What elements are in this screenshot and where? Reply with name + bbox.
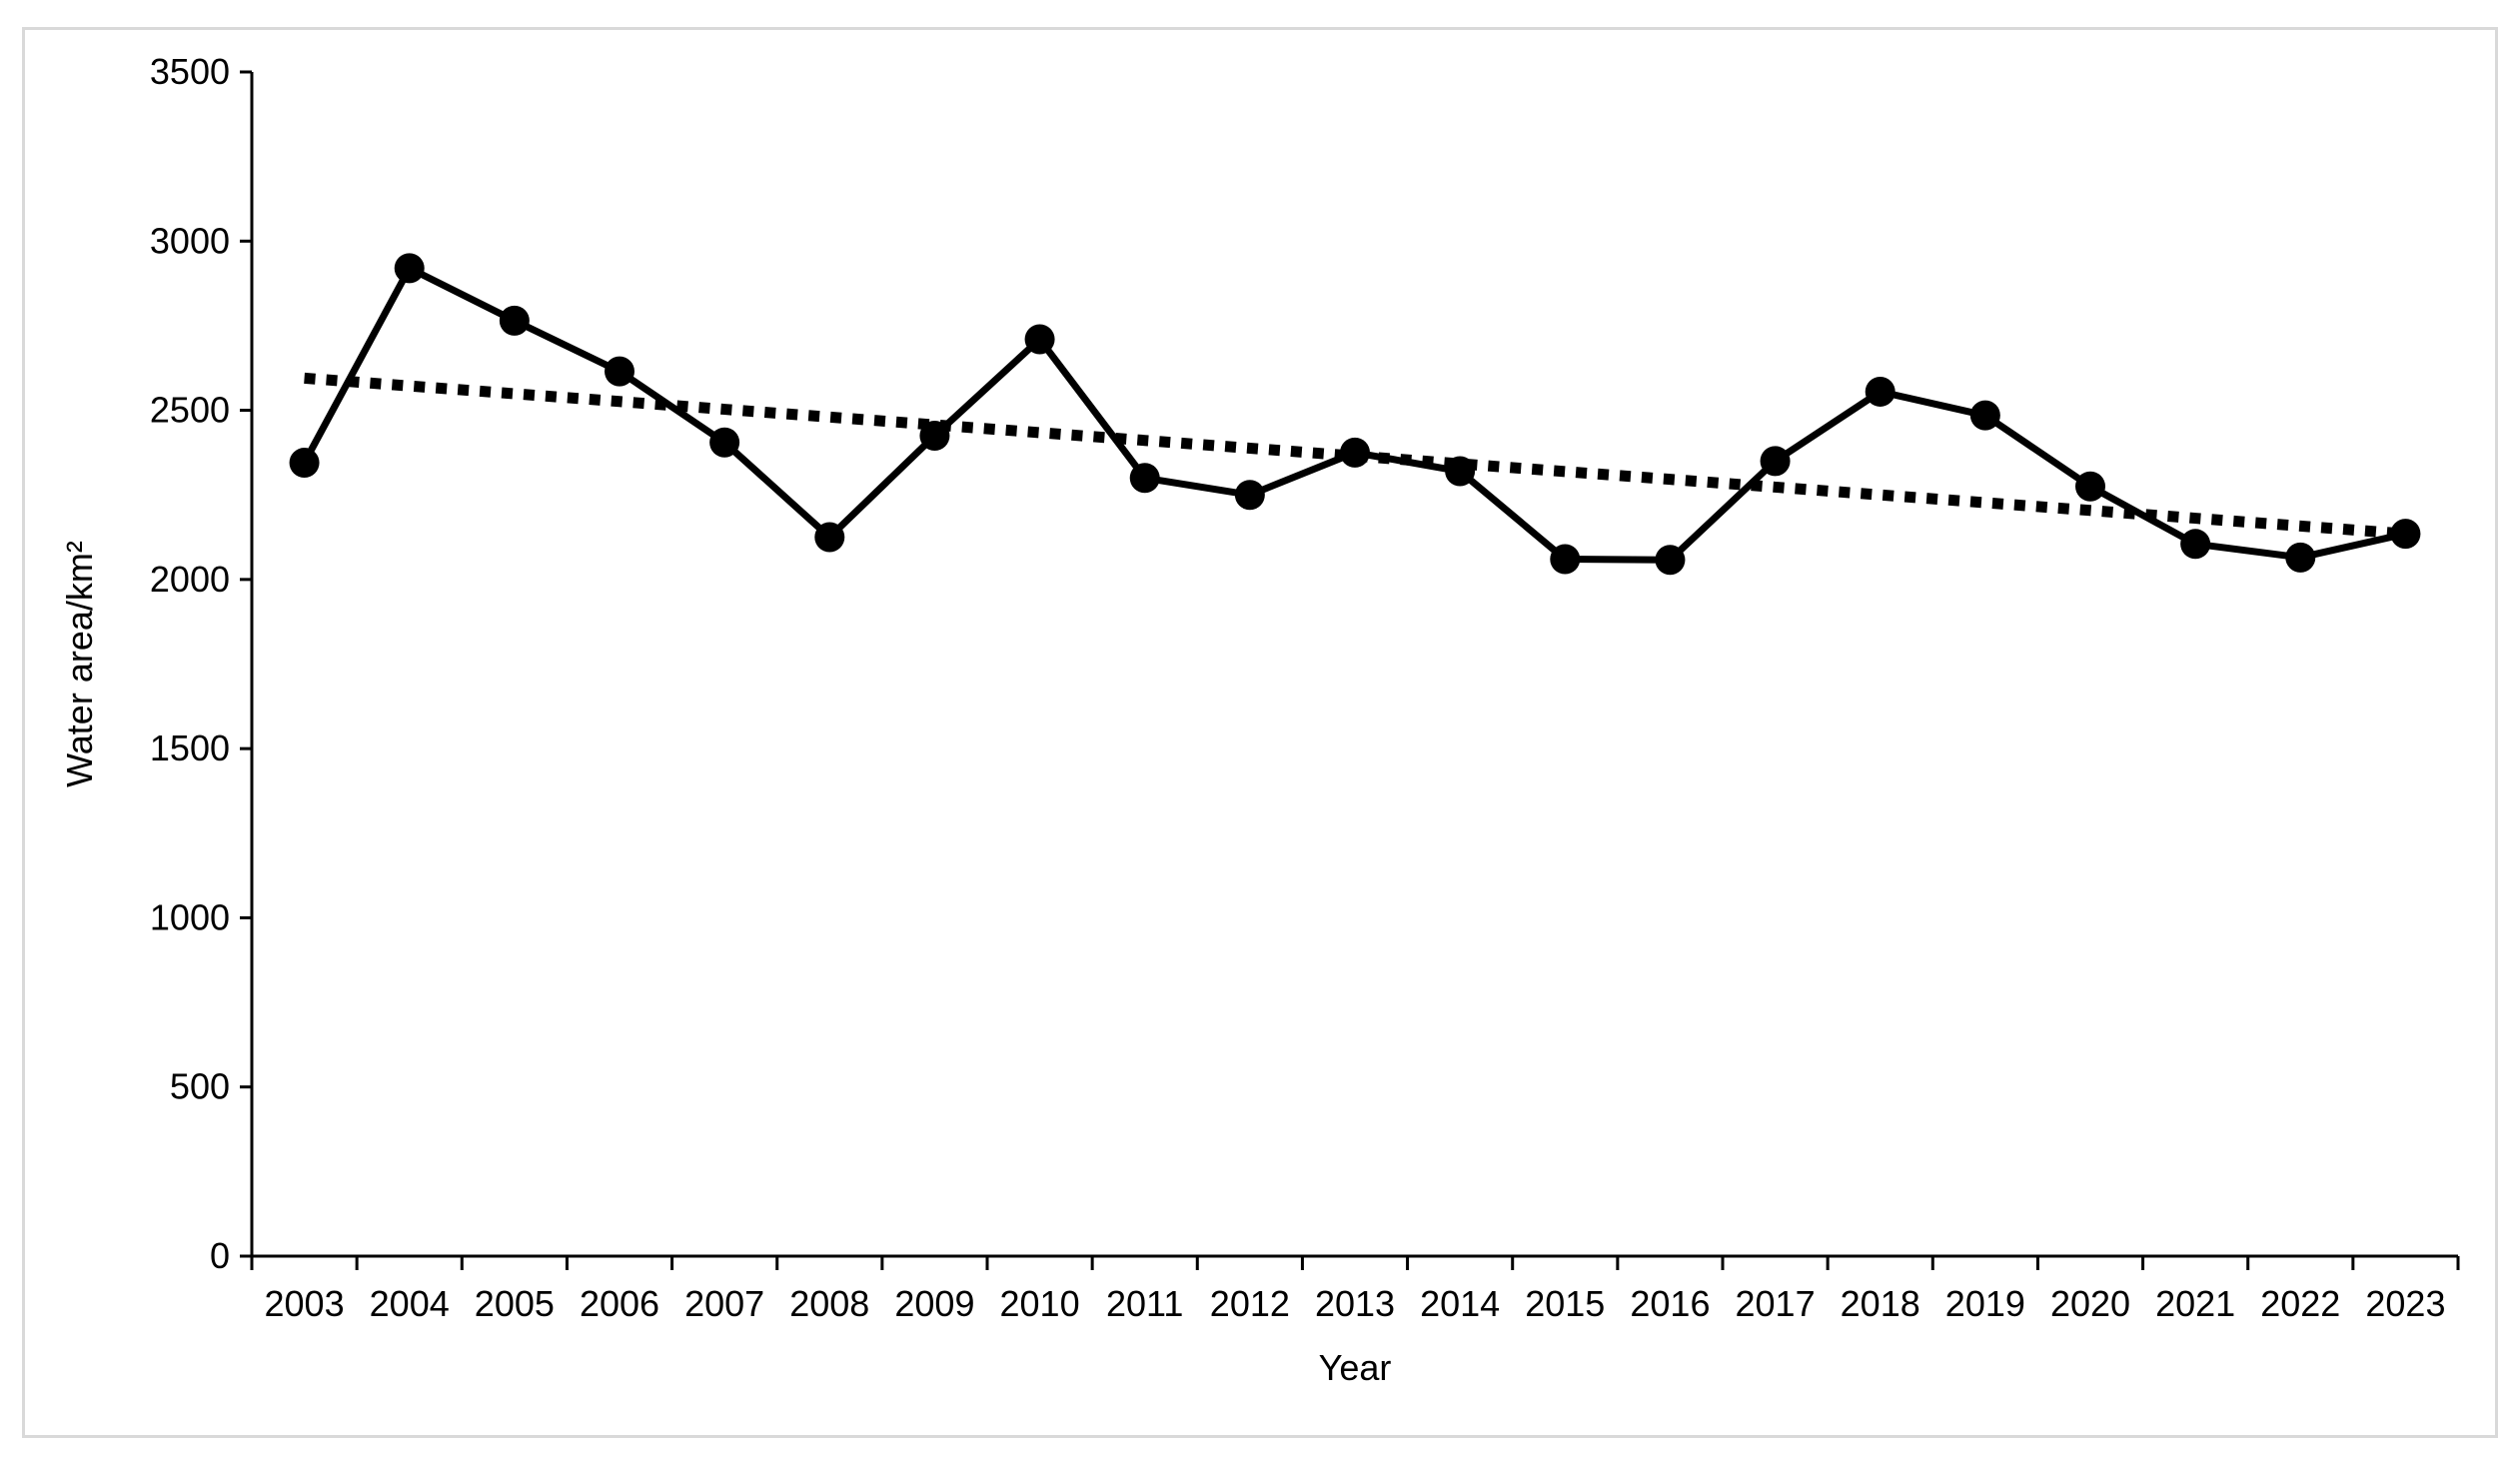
data-point-2018 [1865,376,1895,407]
x-tick-label: 2017 [1736,1283,1816,1324]
x-axis-title: Year [1319,1347,1392,1388]
x-tick-label: 2011 [1106,1283,1183,1324]
data-point-2008 [814,522,845,553]
data-point-2023 [2390,519,2421,550]
data-point-2010 [1024,324,1055,355]
x-tick-label: 2022 [2260,1283,2340,1324]
x-tick-label: 2003 [265,1283,345,1324]
x-tick-label: 2021 [2155,1283,2235,1324]
y-axis-ticks: 0 500 1000 1500 2000 2500 3000 3500 [150,51,252,1276]
y-tick-label: 2500 [150,390,230,431]
data-point-2022 [2285,542,2316,573]
y-tick-label: 3500 [150,51,230,92]
x-tick-label: 2004 [370,1283,450,1324]
data-point-2015 [1550,544,1581,575]
x-tick-label: 2012 [1210,1283,1290,1324]
x-tick-label: 2010 [1000,1283,1080,1324]
x-tick-label: 2009 [894,1283,974,1324]
chart-frame [22,27,2498,1438]
data-point-2012 [1234,480,1265,511]
x-tick-label: 2008 [789,1283,869,1324]
data-point-2016 [1655,545,1686,576]
x-tick-label: 2020 [2050,1283,2130,1324]
x-tick-label: 2015 [1525,1283,1605,1324]
x-tick-label: 2018 [1841,1283,1920,1324]
data-point-2020 [2075,471,2105,502]
x-tick-label: 2005 [475,1283,555,1324]
data-point-2009 [919,420,950,451]
data-point-2003 [289,448,320,479]
y-tick-label: 2000 [150,559,230,600]
x-axis-ticks: 2003 2004 2005 2006 2007 2008 2009 2010 2011 2012… [250,1256,2460,1324]
x-tick-label: 2014 [1420,1283,1500,1324]
x-tick-label: 2006 [580,1283,659,1324]
data-point-2011 [1129,463,1160,494]
water-area-series [289,253,2421,576]
series-line [301,264,2407,564]
y-tick-label: 500 [170,1066,230,1107]
x-tick-label: 2023 [2365,1283,2445,1324]
x-tick-label: 2016 [1630,1283,1710,1324]
data-point-2017 [1760,446,1791,477]
x-tick-label: 2013 [1315,1283,1395,1324]
y-tick-label: 1500 [150,728,230,768]
data-point-2005 [499,305,530,336]
x-tick-label: 2019 [1945,1283,2025,1324]
data-point-2014 [1445,456,1476,487]
data-point-2013 [1340,437,1370,468]
y-tick-label: 3000 [150,220,230,261]
data-point-2004 [394,253,425,284]
data-point-2007 [709,427,740,458]
data-point-2006 [605,356,634,387]
x-tick-label: 2007 [684,1283,764,1324]
y-axis-title: Water area/km² [59,541,100,787]
data-point-2021 [2180,529,2211,560]
data-point-2019 [1969,400,2000,431]
y-tick-label: 0 [210,1235,230,1276]
y-tick-label: 1000 [150,896,230,937]
